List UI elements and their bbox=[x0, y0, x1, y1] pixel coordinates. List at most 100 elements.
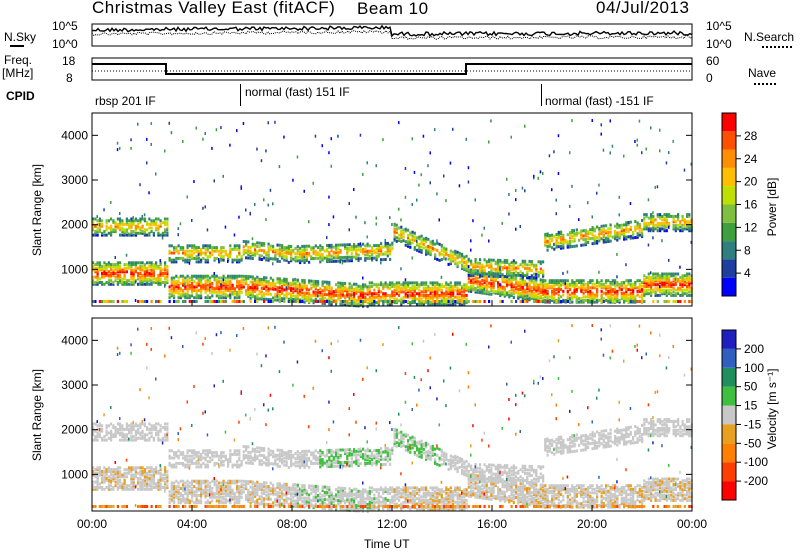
power-cell bbox=[461, 302, 464, 306]
velocity-cell bbox=[132, 424, 135, 428]
power-cell bbox=[105, 300, 108, 303]
power-cell bbox=[456, 301, 459, 305]
velocity-cell bbox=[94, 438, 97, 442]
power-cell bbox=[404, 167, 407, 170]
power-cell bbox=[611, 235, 614, 239]
velocity-cell bbox=[103, 435, 106, 439]
power-cell bbox=[260, 243, 263, 247]
power-cell bbox=[152, 273, 155, 277]
power-cell bbox=[344, 243, 347, 247]
velocity-cell bbox=[195, 479, 198, 483]
power-cell bbox=[679, 220, 682, 224]
freq-left-tick-bottom: 8 bbox=[66, 71, 73, 85]
power-cell bbox=[510, 283, 513, 287]
power-cell bbox=[188, 249, 191, 253]
power-cell bbox=[193, 287, 196, 291]
velocity-cell bbox=[132, 482, 135, 486]
power-cell bbox=[524, 259, 527, 263]
power-cell bbox=[373, 256, 376, 260]
power-cell bbox=[123, 270, 126, 274]
velocity-cell bbox=[125, 438, 128, 442]
velocity-cell bbox=[132, 473, 135, 477]
power-cell bbox=[672, 277, 675, 281]
power-cell bbox=[641, 233, 644, 237]
power-cell bbox=[330, 259, 333, 263]
power-cell bbox=[141, 261, 144, 265]
power-cell bbox=[296, 278, 299, 282]
power-cell bbox=[236, 283, 239, 287]
power-cell bbox=[490, 276, 493, 280]
power-cell bbox=[535, 286, 538, 290]
velocity-cell bbox=[177, 481, 180, 485]
velocity-cell bbox=[125, 487, 128, 491]
power-cell bbox=[337, 294, 340, 297]
power-cell bbox=[544, 288, 547, 292]
power-cell bbox=[303, 250, 306, 254]
power-cell bbox=[146, 300, 149, 303]
power-cell bbox=[629, 279, 632, 283]
velocity-cell bbox=[177, 432, 179, 436]
power-cell bbox=[688, 285, 691, 288]
power-cell bbox=[166, 217, 169, 221]
power-cell bbox=[314, 287, 317, 291]
velocity-cell bbox=[112, 426, 115, 430]
power-cell bbox=[665, 279, 668, 283]
velocity-cell bbox=[103, 487, 106, 491]
power-cell bbox=[366, 242, 369, 246]
power-cell bbox=[110, 263, 113, 267]
power-cell bbox=[164, 275, 167, 279]
velocity-cell bbox=[170, 486, 173, 490]
power-cell bbox=[152, 221, 155, 225]
power-cell bbox=[197, 278, 200, 282]
velocity-cell bbox=[200, 486, 203, 490]
power-cell bbox=[164, 266, 167, 270]
power-cell bbox=[629, 291, 632, 295]
power-cell bbox=[299, 289, 302, 293]
velocity-cell bbox=[204, 452, 207, 456]
power-cell bbox=[296, 245, 299, 249]
power-cell bbox=[686, 272, 689, 276]
power-cell bbox=[623, 297, 626, 301]
velocity-cell bbox=[130, 422, 133, 426]
power-cell bbox=[645, 281, 648, 285]
velocity-cell bbox=[105, 424, 108, 428]
power-cell bbox=[312, 181, 314, 185]
power-cell bbox=[206, 255, 209, 259]
velocity-cell bbox=[143, 478, 146, 482]
power-cell bbox=[629, 202, 632, 205]
power-cell bbox=[215, 278, 218, 282]
power-cell bbox=[575, 228, 578, 232]
power-cell bbox=[175, 300, 178, 303]
power-cell bbox=[510, 273, 513, 277]
power-cell bbox=[175, 285, 178, 289]
power-cell bbox=[461, 265, 464, 269]
power-cell bbox=[483, 265, 486, 269]
power-cell bbox=[418, 242, 421, 246]
power-cell bbox=[389, 302, 392, 306]
power-cell bbox=[627, 282, 630, 286]
power-cell bbox=[679, 225, 682, 229]
velocity-cell bbox=[103, 477, 106, 480]
power-cell bbox=[474, 276, 477, 280]
power-cell bbox=[296, 284, 299, 287]
power-cell bbox=[267, 242, 270, 246]
velocity-cell bbox=[119, 351, 121, 355]
power-cell bbox=[528, 276, 531, 279]
power-cell bbox=[245, 256, 248, 260]
power-cell bbox=[186, 249, 189, 253]
power-cell bbox=[215, 249, 218, 253]
power-cell bbox=[337, 288, 340, 292]
power-cell bbox=[467, 166, 470, 170]
power-cell bbox=[240, 278, 243, 282]
velocity-cell bbox=[128, 429, 131, 433]
power-cell bbox=[267, 121, 269, 125]
velocity-cell bbox=[130, 426, 133, 430]
power-cell bbox=[265, 256, 268, 260]
power-cell bbox=[303, 255, 305, 259]
power-cell bbox=[222, 292, 225, 296]
velocity-cell bbox=[182, 451, 185, 455]
velocity-cell bbox=[92, 422, 95, 426]
power-cell bbox=[429, 288, 432, 292]
power-cell bbox=[353, 248, 356, 252]
power-cell bbox=[623, 154, 625, 158]
